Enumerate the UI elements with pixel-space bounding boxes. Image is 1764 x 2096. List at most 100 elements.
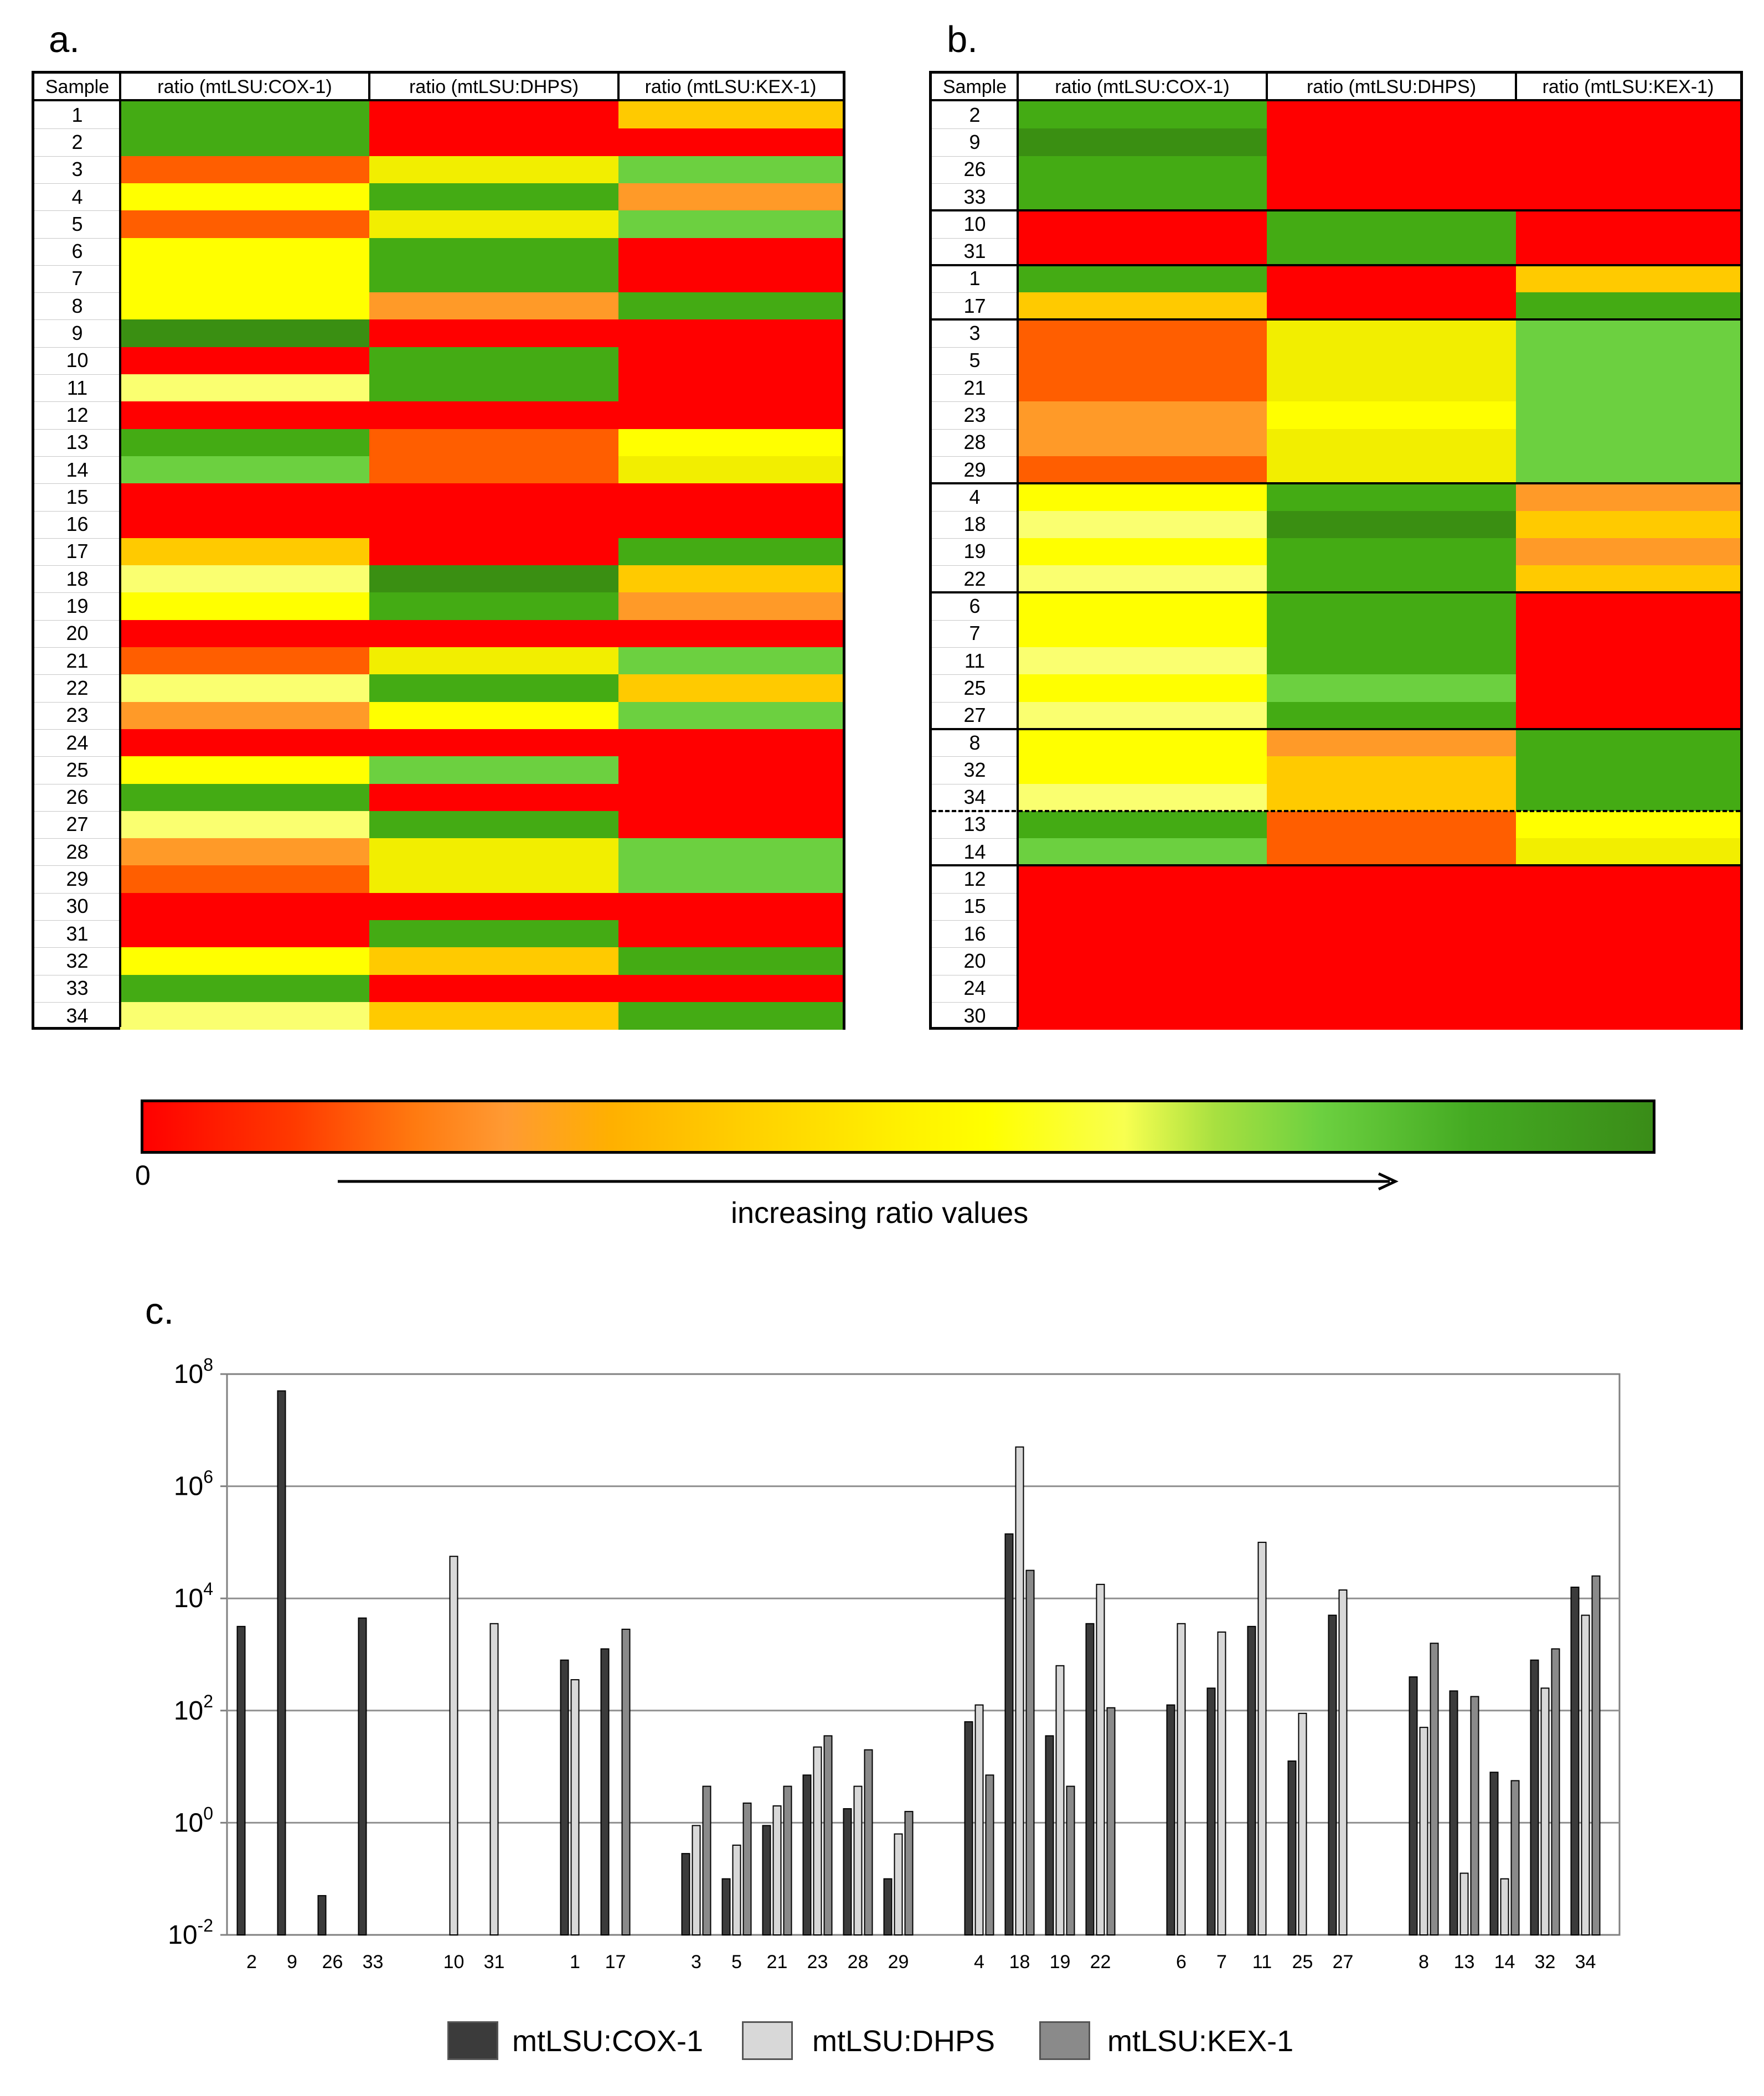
heatmap-a-cell — [369, 756, 618, 784]
heatmap-a-sample-label: 4 — [71, 185, 83, 208]
heatmap-b-cell — [1516, 510, 1740, 539]
heatmap-a-row-separator — [34, 456, 120, 457]
heatmap-a-cell — [120, 265, 369, 293]
scale-caption: increasing ratio values — [731, 1196, 1029, 1230]
heatmap-b-cell — [1267, 292, 1516, 320]
heatmap-b-column-divider — [1017, 74, 1019, 1027]
heatmap-a-row-separator — [34, 810, 120, 812]
bar — [1540, 1687, 1550, 1936]
heatmap-a-sample-label: 15 — [66, 485, 89, 508]
bar — [1430, 1643, 1439, 1935]
x-tick-label: 26 — [322, 1952, 343, 1973]
heatmap-a-cell — [120, 238, 369, 266]
heatmap-b-cell — [1267, 210, 1516, 238]
heatmap-a-cell — [369, 701, 618, 730]
heatmap-a-row-separator — [34, 238, 120, 239]
heatmap-a-cell — [369, 565, 618, 593]
heatmap-b-cell — [1018, 210, 1267, 238]
heatmap-a-cell — [618, 647, 843, 675]
heatmap-b-group-divider — [932, 264, 1740, 266]
heatmap-b-sample-label: 5 — [969, 349, 981, 372]
heatmap-a-cell — [618, 756, 843, 784]
x-tick-label: 5 — [731, 1952, 742, 1973]
heatmap-b-cell — [1018, 347, 1267, 375]
heatmap-b-row-separator — [932, 238, 1018, 239]
heatmap-a-cell — [120, 429, 369, 457]
heatmap-a-sample-label: 27 — [66, 813, 89, 836]
heatmap-a-cell — [618, 592, 843, 621]
heatmap-b-cell — [1018, 729, 1267, 757]
bar — [570, 1679, 580, 1936]
heatmap-a-sample-label: 10 — [66, 349, 89, 372]
heatmap-a-cell — [618, 128, 843, 157]
heatmap-b-cell — [1267, 783, 1516, 812]
heatmap-b-cell — [1018, 156, 1267, 184]
bar — [1489, 1772, 1499, 1935]
bar — [681, 1853, 690, 1935]
heatmap-b-cell — [1018, 838, 1267, 866]
x-tick-label: 18 — [1009, 1952, 1030, 1973]
heatmap-b-row-separator — [932, 429, 1018, 430]
heatmap-b-cell — [1018, 619, 1267, 648]
heatmap-b-sample-label: 6 — [969, 595, 981, 618]
panel-b-label: b. — [947, 19, 978, 60]
heatmap-a-row-separator — [34, 292, 120, 293]
heatmap-a-cell — [618, 292, 843, 320]
bar — [1217, 1631, 1226, 1935]
heatmap-b-header-sample: Sample — [942, 76, 1007, 97]
heatmap-a-row-separator — [34, 647, 120, 648]
bar — [1177, 1623, 1186, 1935]
heatmap-a-cell — [618, 483, 843, 511]
heatmap-b-sample-label: 18 — [963, 513, 986, 536]
heatmap-a-header-dhps: ratio (mtLSU:DHPS) — [409, 76, 579, 97]
bar — [783, 1785, 792, 1935]
heatmap-b-cell — [1018, 456, 1267, 484]
x-tick-label: 34 — [1575, 1952, 1596, 1973]
heatmap-b-row-separator — [932, 701, 1018, 703]
heatmap-b-cell — [1516, 892, 1740, 921]
bar — [1055, 1665, 1065, 1935]
x-tick-label: 17 — [605, 1952, 626, 1973]
bar — [621, 1628, 631, 1935]
heatmap-a-cell — [369, 947, 618, 975]
heatmap-b-cell — [1267, 920, 1516, 948]
heatmap-a-cell — [618, 456, 843, 484]
heatmap-a-cell — [120, 838, 369, 866]
heatmap-b-cell — [1267, 756, 1516, 784]
heatmap-b-cell — [1018, 510, 1267, 539]
heatmap-b-cell — [1516, 128, 1740, 157]
heatmap-a-sample-label: 25 — [66, 758, 89, 781]
heatmap-b-sample-label: 16 — [963, 922, 986, 945]
scale-zero-label: 0 — [135, 1160, 151, 1191]
heatmap-a-row-separator — [34, 210, 120, 211]
heatmap-a-sample-label: 24 — [66, 731, 89, 754]
heatmap-b-cell — [1267, 374, 1516, 402]
heatmap-b-cell — [1516, 319, 1740, 348]
heatmap-a-header-cox1: ratio (mtLSU:COX-1) — [157, 76, 332, 97]
heatmap-b-cell — [1267, 510, 1516, 539]
x-tick-label: 8 — [1419, 1952, 1429, 1973]
heatmap-b-cell — [1018, 674, 1267, 703]
heatmap-a-cell — [120, 347, 369, 375]
bar — [853, 1785, 863, 1935]
heatmap-b-cell — [1516, 701, 1740, 730]
heatmap-a-cell — [618, 701, 843, 730]
heatmap-b-cell — [1018, 1001, 1267, 1030]
bar — [1025, 1570, 1035, 1935]
heatmap-a-cell — [120, 592, 369, 621]
x-tick-label: 27 — [1333, 1952, 1354, 1973]
heatmap-a-row-separator — [34, 319, 120, 321]
heatmap-b-column-divider — [1515, 74, 1517, 100]
heatmap-b-row-separator — [932, 156, 1018, 157]
bar — [762, 1825, 771, 1936]
heatmap-a-cell — [120, 483, 369, 511]
heatmap-b-cell — [1516, 729, 1740, 757]
bar — [1298, 1712, 1307, 1935]
heatmap-b-cell — [1018, 429, 1267, 457]
heatmap-b-row-separator — [932, 374, 1018, 375]
heatmap-a-row-separator — [34, 865, 120, 866]
heatmap-b-sample-label: 24 — [963, 977, 986, 1000]
heatmap-a-cell — [618, 101, 843, 129]
heatmap-a-cell — [618, 920, 843, 948]
